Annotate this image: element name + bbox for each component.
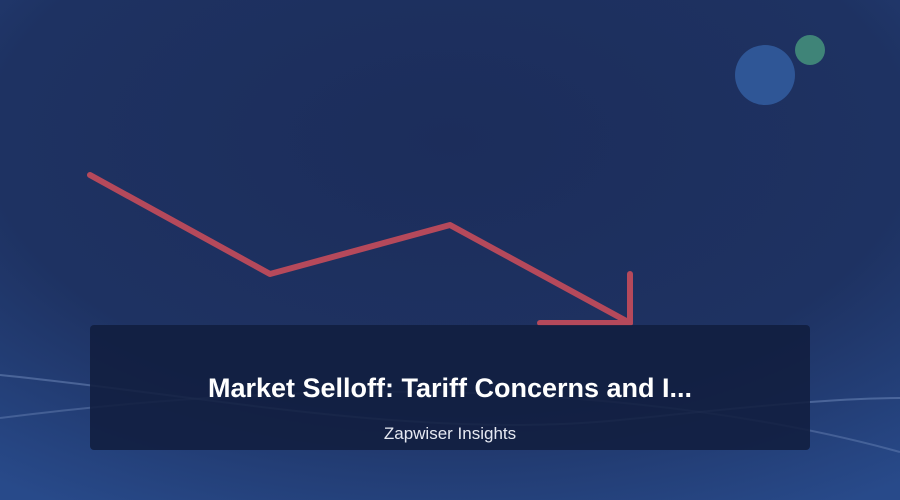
source-name: Zapwiser Insights — [383, 424, 517, 443]
article-title[interactable]: Market Selloff: Tariff Concerns and I... — [207, 373, 693, 403]
trend-line — [87, 172, 633, 326]
bubble-large-decoration — [735, 45, 795, 105]
caption-panel: Market Selloff: Tariff Concerns and I...… — [90, 325, 810, 450]
downtrend-arrow-icon — [87, 172, 633, 326]
bubble-small-decoration — [795, 35, 825, 65]
